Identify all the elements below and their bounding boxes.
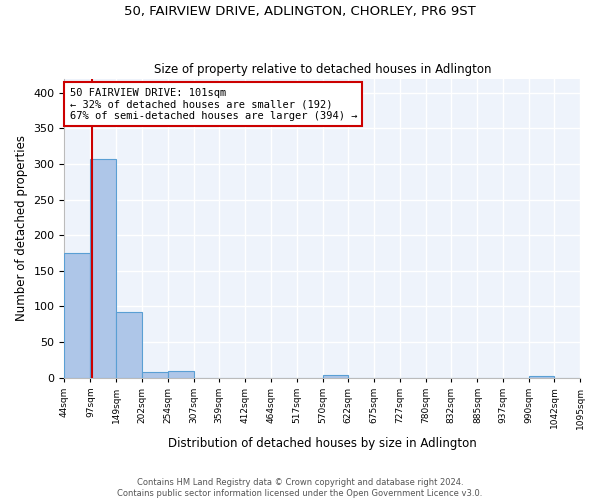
Bar bbox=[167, 371, 194, 378]
X-axis label: Distribution of detached houses by size in Adlington: Distribution of detached houses by size … bbox=[168, 437, 477, 450]
Bar bbox=[529, 376, 554, 378]
Text: 50, FAIRVIEW DRIVE, ADLINGTON, CHORLEY, PR6 9ST: 50, FAIRVIEW DRIVE, ADLINGTON, CHORLEY, … bbox=[124, 5, 476, 18]
Text: Contains HM Land Registry data © Crown copyright and database right 2024.
Contai: Contains HM Land Registry data © Crown c… bbox=[118, 478, 482, 498]
Bar bbox=[323, 376, 348, 378]
Bar bbox=[116, 312, 142, 378]
Bar bbox=[142, 372, 167, 378]
Bar bbox=[64, 253, 91, 378]
Y-axis label: Number of detached properties: Number of detached properties bbox=[15, 135, 28, 321]
Bar bbox=[91, 159, 116, 378]
Title: Size of property relative to detached houses in Adlington: Size of property relative to detached ho… bbox=[154, 63, 491, 76]
Text: 50 FAIRVIEW DRIVE: 101sqm
← 32% of detached houses are smaller (192)
67% of semi: 50 FAIRVIEW DRIVE: 101sqm ← 32% of detac… bbox=[70, 88, 357, 120]
